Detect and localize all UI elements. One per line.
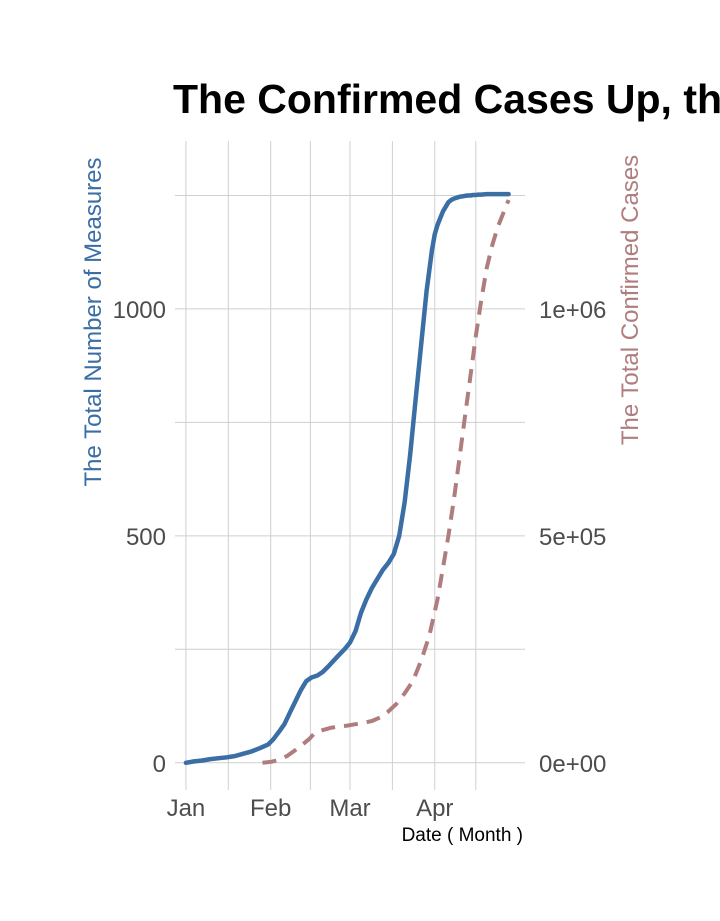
y-left-tick-label: 0 — [153, 751, 166, 778]
x-axis-label: Date ( Month ) — [402, 825, 523, 846]
x-tick-label: Jan — [167, 795, 206, 822]
x-tick-label: Feb — [250, 795, 291, 822]
x-tick-label: Mar — [329, 795, 370, 822]
y-right-tick-labels: 0e+00 5e+05 1e+06 — [539, 297, 606, 778]
y-axis-right-label: The Total Confirmed Cases — [617, 155, 644, 445]
chart-title: The Confirmed Cases Up, the — [173, 76, 720, 122]
y-right-tick-label: 5e+05 — [539, 524, 606, 551]
y-left-tick-label: 1000 — [113, 297, 166, 324]
grid-layer — [175, 141, 525, 790]
y-left-tick-labels: 0 500 1000 — [113, 297, 166, 778]
series-line-total-measures — [183, 191, 511, 766]
y-axis-left-label: The Total Number of Measures — [80, 157, 107, 486]
y-right-tick-label: 0e+00 — [539, 751, 606, 778]
series-layer — [183, 191, 511, 766]
y-right-tick-label: 1e+06 — [539, 297, 606, 324]
y-left-tick-label: 500 — [126, 524, 166, 551]
x-tick-label: Apr — [416, 795, 453, 822]
x-tick-labels: Jan Feb Mar Apr — [167, 795, 454, 822]
series-line-total-confirmed-cases — [262, 199, 511, 765]
